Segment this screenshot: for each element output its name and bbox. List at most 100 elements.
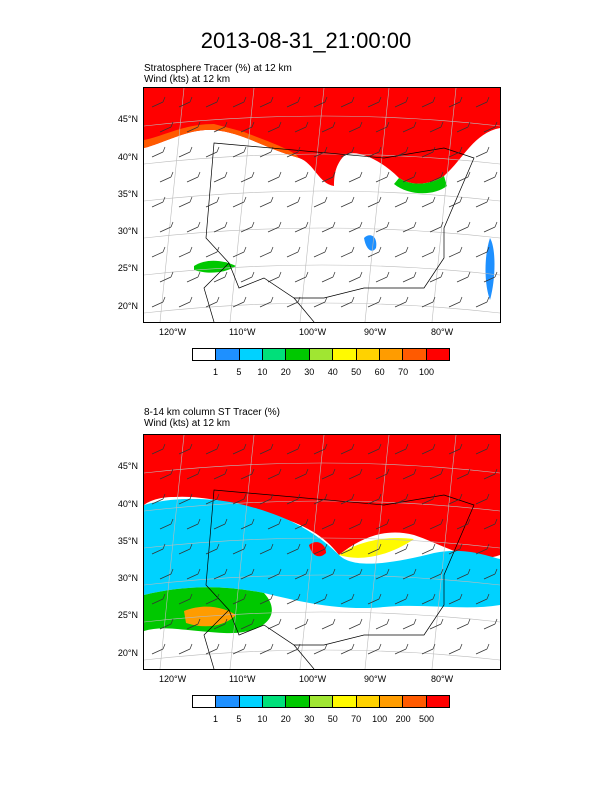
panel2-map	[143, 434, 501, 670]
wind-barb	[294, 523, 307, 530]
wind-barb	[483, 276, 496, 283]
wind-barb-flag	[332, 121, 336, 128]
wind-barb	[475, 251, 488, 258]
wind-barb	[429, 126, 442, 133]
y-tick-label: 25°N	[117, 263, 138, 273]
wind-barb-flag	[459, 246, 463, 253]
y-tick-label: 40°N	[117, 152, 138, 162]
colorbar-swatch	[193, 696, 217, 707]
wind-barb	[421, 598, 434, 605]
wind-barb-flag	[440, 568, 444, 575]
wind-barb-flag	[351, 96, 355, 103]
wind-barb	[232, 598, 245, 605]
wind-barb	[294, 176, 307, 183]
wind-barb	[178, 301, 191, 308]
wind-barb-flag	[170, 618, 174, 625]
wind-barb-flag	[162, 196, 166, 203]
colorbar-label: 40	[327, 367, 338, 377]
wind-barb	[367, 101, 380, 108]
longitude-line	[364, 88, 390, 322]
wind-barb	[448, 251, 461, 258]
colorbar-label: 1	[212, 367, 218, 377]
wind-barb	[259, 448, 272, 455]
wind-barb	[348, 573, 361, 580]
wind-barb-flag	[467, 271, 471, 278]
wind-barb-flag	[405, 593, 409, 600]
wind-barb	[232, 251, 245, 258]
wind-barb	[240, 573, 253, 580]
wind-barb	[205, 498, 218, 505]
wind-barb-flag	[386, 271, 390, 278]
wind-barb-flag	[270, 246, 274, 253]
wind-barb	[151, 151, 164, 158]
wind-barb	[205, 301, 218, 308]
wind-barb	[421, 101, 434, 108]
wind-barb	[205, 101, 218, 108]
wind-barb-flag	[216, 146, 220, 153]
wind-barb	[321, 623, 334, 630]
wind-barb	[178, 251, 191, 258]
y-tick-label: 20°N	[117, 648, 138, 658]
colorbar-label: 10	[257, 714, 268, 724]
wind-barb	[159, 126, 172, 133]
wind-barb-flag	[467, 618, 471, 625]
wind-barb-flag	[432, 643, 436, 650]
wind-barb	[429, 176, 442, 183]
wind-barb	[367, 151, 380, 158]
wind-barb	[259, 151, 272, 158]
wind-barb-flag	[432, 146, 436, 153]
wind-barb	[321, 176, 334, 183]
wind-barb-flag	[270, 96, 274, 103]
wind-barb	[367, 251, 380, 258]
wind-barb	[375, 573, 388, 580]
wind-barb-flag	[224, 518, 228, 525]
wind-barb-flag	[216, 196, 220, 203]
wind-barb	[240, 276, 253, 283]
wind-barb	[448, 201, 461, 208]
wind-barb-flag	[459, 443, 463, 450]
wind-barb	[394, 201, 407, 208]
wind-barb	[186, 126, 199, 133]
wind-barb-flag	[386, 618, 390, 625]
wind-barb	[483, 126, 496, 133]
y-tick-label: 30°N	[117, 226, 138, 236]
wind-barb	[475, 598, 488, 605]
wind-barb-flag	[278, 518, 282, 525]
wind-barb	[205, 151, 218, 158]
wind-barb-flag	[405, 643, 409, 650]
x-tick-label: 80°W	[431, 674, 454, 684]
wind-barb	[240, 523, 253, 530]
wind-barb-flag	[270, 443, 274, 450]
wind-barb-flag	[162, 643, 166, 650]
wind-barb-flag	[305, 468, 309, 475]
wind-barb-flag	[197, 568, 201, 575]
wind-barb	[348, 226, 361, 233]
wind-barb-flag	[297, 246, 301, 253]
wind-barb-flag	[270, 493, 274, 500]
wind-barb-flag	[459, 146, 463, 153]
wind-barb-flag	[413, 518, 417, 525]
wind-barb	[267, 276, 280, 283]
wind-barb-flag	[432, 543, 436, 550]
wind-barb-flag	[162, 246, 166, 253]
wind-barb	[367, 548, 380, 555]
wind-barb-flag	[197, 221, 201, 228]
wind-barb	[294, 226, 307, 233]
wind-barb-flag	[197, 518, 201, 525]
wind-barb	[456, 523, 469, 530]
y-tick-label: 35°N	[117, 189, 138, 199]
wind-barb-flag	[351, 296, 355, 303]
wind-barb-flag	[305, 618, 309, 625]
x-tick-label: 120°W	[159, 674, 187, 684]
wind-barb	[448, 548, 461, 555]
wind-barb	[321, 523, 334, 530]
wind-barb	[421, 251, 434, 258]
wind-barb	[456, 573, 469, 580]
panel1-map	[143, 87, 501, 323]
wind-barb	[259, 648, 272, 655]
wind-barb	[402, 276, 415, 283]
wind-barb	[232, 151, 245, 158]
wind-barb	[402, 176, 415, 183]
wind-barb	[429, 226, 442, 233]
wind-barb	[402, 226, 415, 233]
